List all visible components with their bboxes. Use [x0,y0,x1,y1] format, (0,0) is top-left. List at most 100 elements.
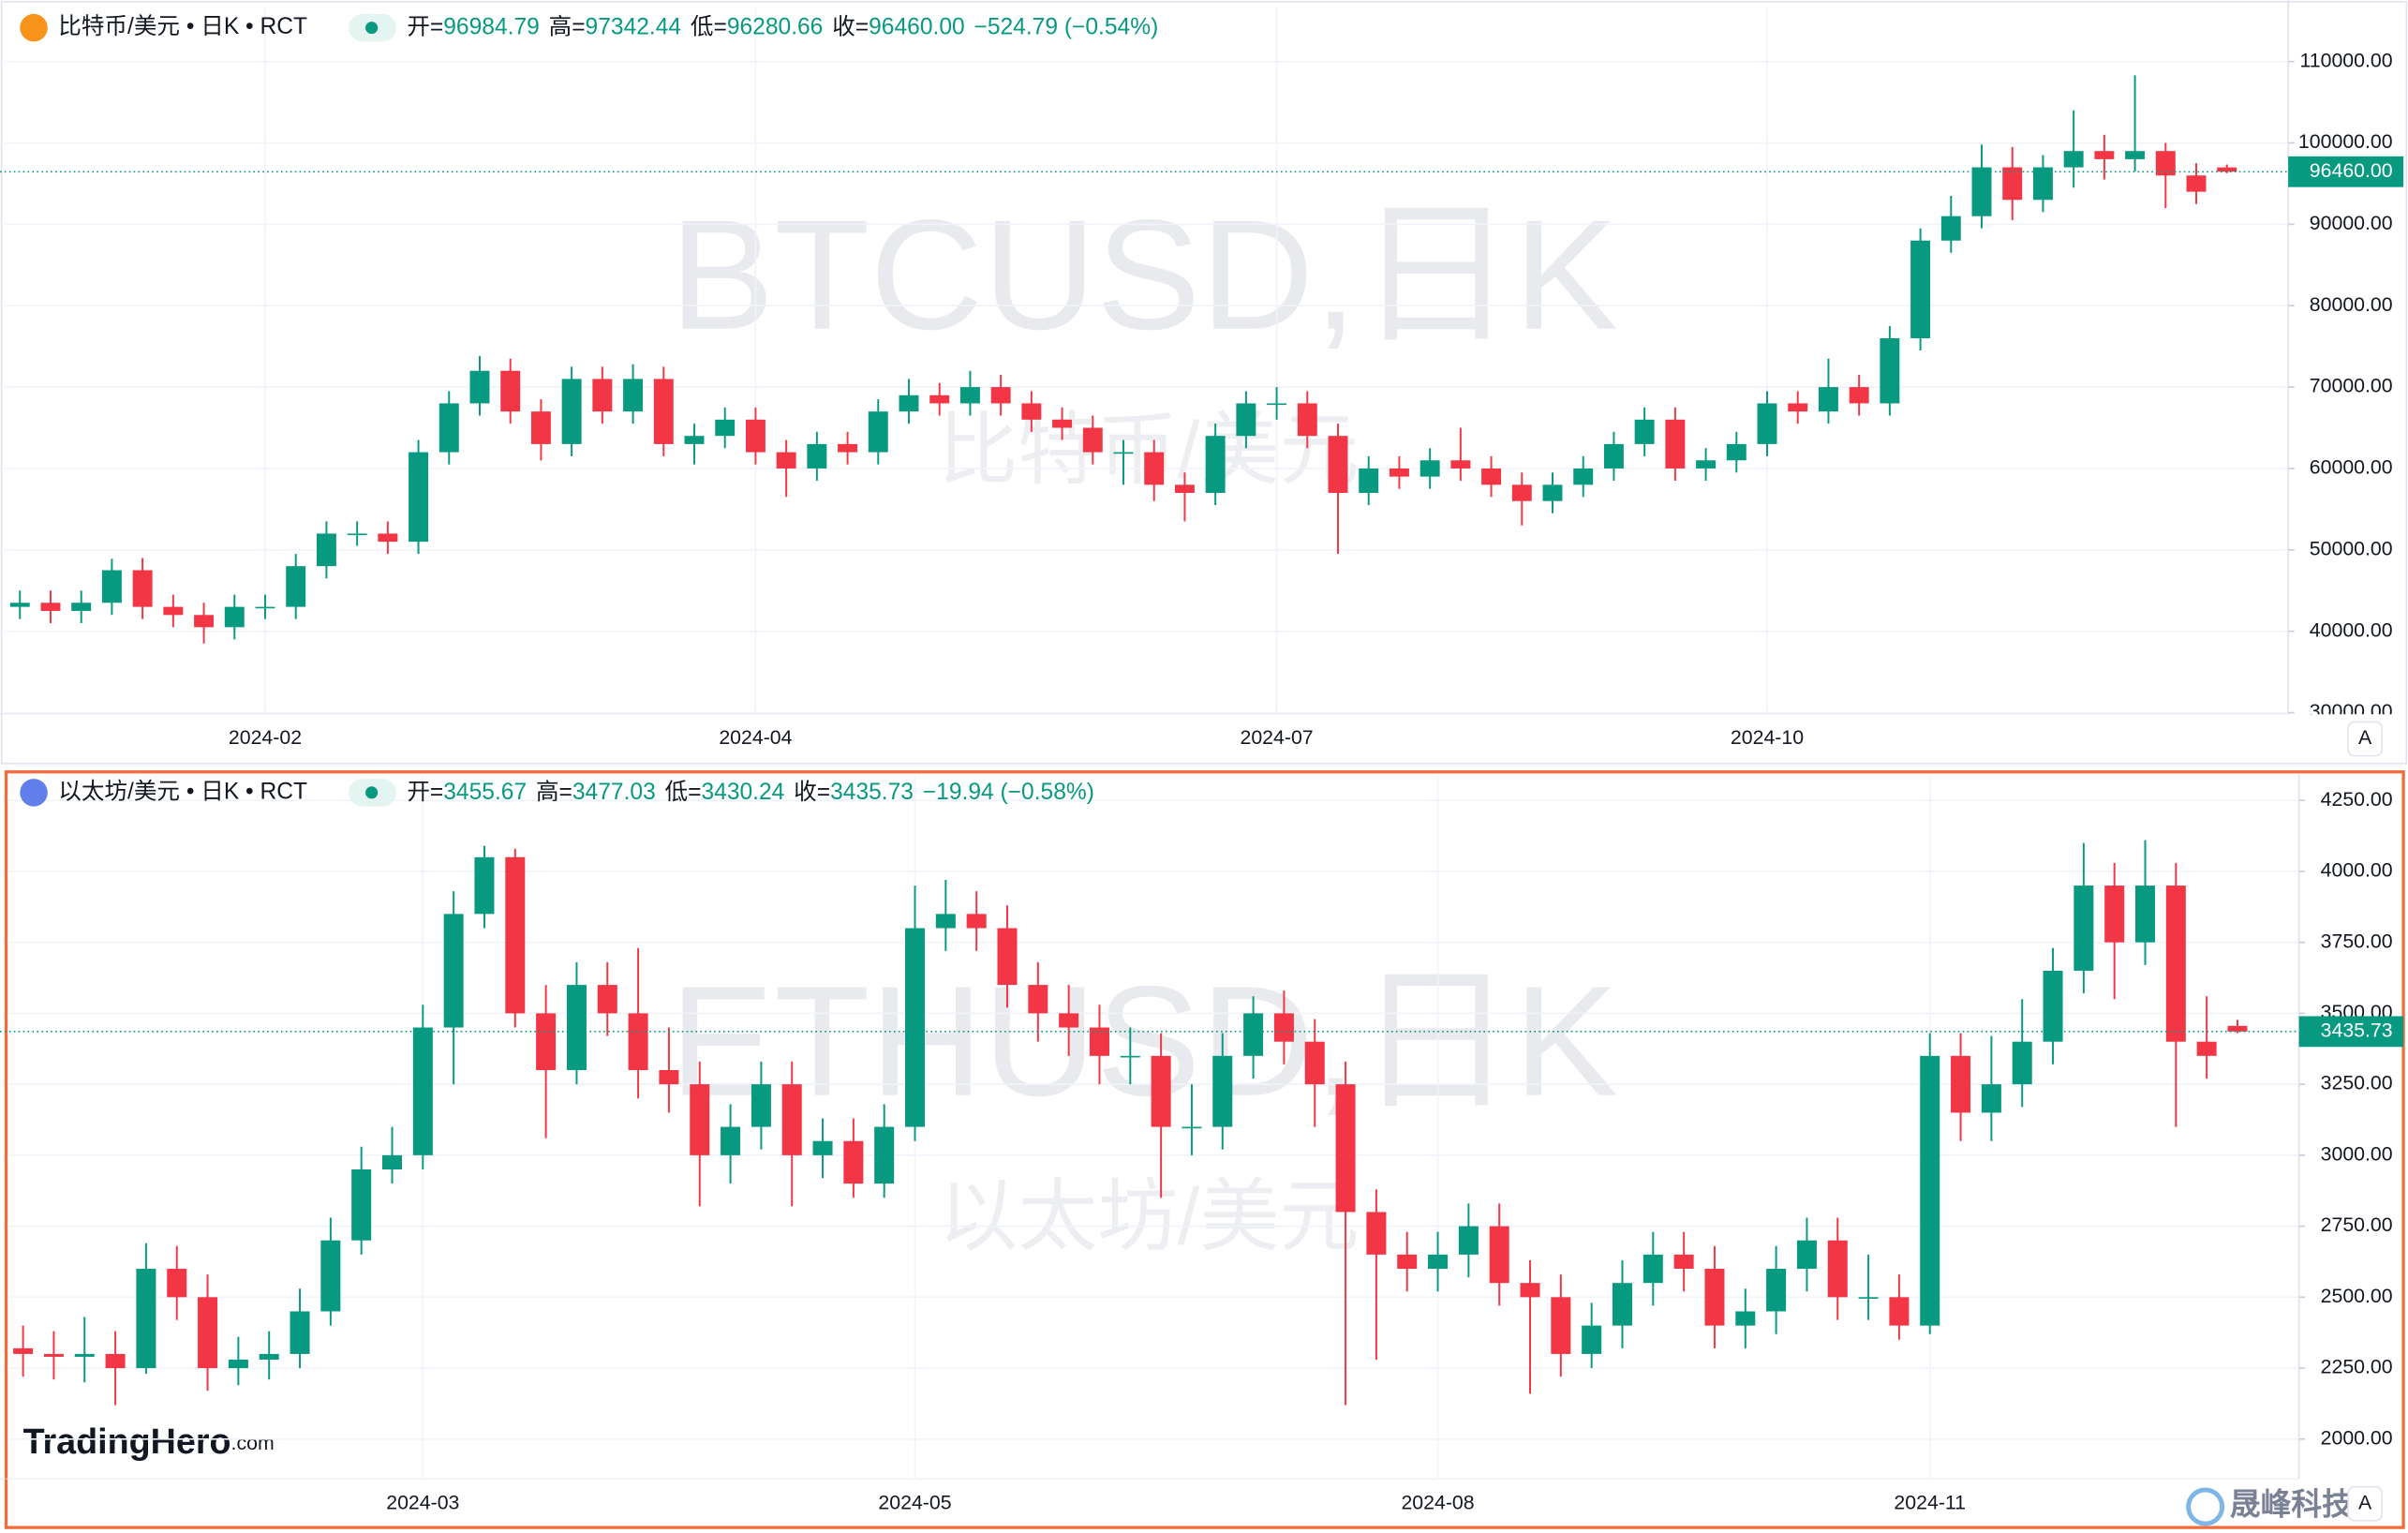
candle-body [194,615,215,628]
symbol-icon [20,779,48,807]
candle-body [874,1126,895,1184]
x-tick-label: 2024-07 [1240,726,1313,749]
brand-logo: TradingHero.com [23,1421,275,1461]
candle-body [1511,484,1532,501]
candle-body [1397,1254,1418,1270]
candle-body [2227,1025,2248,1032]
candle-body [1726,443,1747,461]
candle-body [2074,886,2094,971]
corner-logo [2186,1487,2225,1526]
last-price-box [2288,156,2404,187]
change-label: −524.79 (−0.54%) [974,14,1158,39]
ohlc-value: 3435.73 [830,779,914,804]
candle-body [1971,167,1992,216]
candle-body [1796,1240,1817,1270]
candle-body [259,1353,279,1360]
y-tick-label: 3750.00 [2321,930,2393,952]
candle-body [628,1013,648,1070]
candle-body [1951,1055,1971,1113]
plot: 2000.00 2250.00 2500.00 2750.00 3000.00 3250.… [0,774,2393,1480]
candle-body [1236,403,1256,437]
panel-border [0,0,2408,765]
candle-body [868,411,888,453]
candle-body [1889,1297,1910,1326]
candle-body [843,1140,864,1184]
candle-body [1021,403,1042,420]
x-tick-label: 2024-05 [878,1491,951,1513]
candle-body [443,914,464,1028]
candle-body [1182,1126,1202,1129]
scale-button-label[interactable]: A [2358,726,2372,749]
candle-body [1273,1013,1294,1042]
candle-body [592,379,613,412]
candle-body [530,411,551,444]
candle-body [1818,387,1838,412]
candle-body [198,1297,218,1369]
candle-body [1328,436,1348,494]
scale-button[interactable] [2347,721,2383,757]
brand-name: TradingHero [23,1421,231,1461]
y-tick-label: 70000.00 [2310,375,2393,397]
candle-body [1766,1269,1787,1312]
candle-body [690,1084,710,1155]
ohlc-value: 3477.03 [572,779,656,804]
candle-body [1450,460,1471,469]
candle-body [409,452,429,543]
y-tick-label: 100000.00 [2298,130,2393,153]
panel-border-active [4,770,2405,1529]
candle-body [597,985,617,1014]
x-tick-label: 2024-04 [719,726,792,749]
candle-body [2196,1041,2217,1056]
y-tick-label: 2500.00 [2321,1285,2393,1307]
candle-body [1481,468,1502,485]
candle-body [684,436,705,444]
candle-body [536,1013,557,1070]
candle-body [990,387,1011,404]
candle-body [163,606,184,616]
candle-body [1028,985,1048,1014]
candle-body [1359,468,1379,494]
candle-body [2125,151,2146,159]
candle-body [378,533,398,543]
candle-body [1420,460,1440,477]
ohlc-label: 开= [407,14,443,39]
candle-body [781,1084,802,1155]
candle-body [1389,468,1409,477]
candle-body [101,570,122,603]
candle-body [1827,1240,1848,1298]
candle-body [167,1269,187,1298]
scale-button-label[interactable]: A [2358,1491,2372,1513]
ohlc-label: 高= [549,13,586,39]
symbol-name: 比特币/美元 • 日K • RCT [58,13,307,39]
candle-body [1520,1283,1540,1298]
candle-body [2186,175,2207,192]
candle-body [1673,1254,1694,1270]
y-tick-label: 60000.00 [2310,456,2393,479]
candle-body [1052,419,1073,428]
status-dot [365,22,379,35]
candle-body [40,603,61,611]
ohlc-legend: 开=96984.79 高=97342.44 低=96280.66 收=96460.00… [407,13,1158,39]
candle-body [316,533,336,567]
watermark-sub: 以太坊/美元 [938,1172,1360,1261]
candle-body [1243,1013,1264,1056]
candle-body [13,1347,34,1354]
candle-body [905,928,926,1127]
watermark: ETHUSD,日K [670,955,1618,1129]
candle-body [381,1154,403,1170]
candle-body [255,606,275,609]
scale-button[interactable] [2347,1485,2383,1522]
candle-body [9,603,30,607]
candle-body [1212,1055,1233,1127]
candle-body [2217,167,2237,172]
candle-body [347,533,367,536]
candle-body [1757,403,1777,444]
candle-body [474,856,495,915]
candle-body [286,566,306,607]
x-tick-label: 2024-11 [1894,1491,1966,1513]
candle-body [899,394,919,412]
candle-body [1428,1254,1449,1270]
candle-body [43,1353,64,1357]
watermark: BTCUSD,日K [670,188,1618,363]
